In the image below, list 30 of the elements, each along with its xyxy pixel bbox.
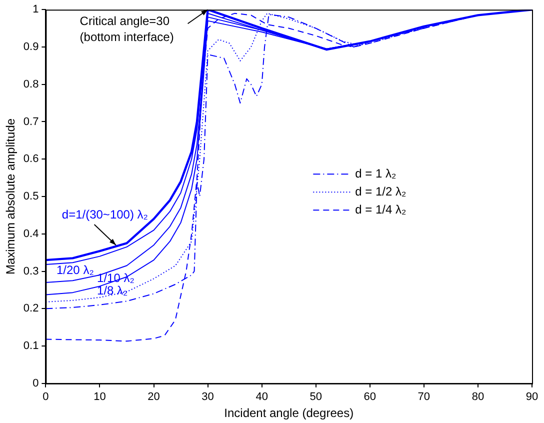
y-tick-label: 0.8 [23, 78, 39, 90]
x-tick-label: 60 [364, 391, 376, 404]
legend-label: d = 1/4 λ₂ [355, 202, 407, 216]
x-tick-label: 30 [202, 391, 214, 404]
annotation: Critical angle=30 (bottom interface) [80, 14, 174, 44]
x-tick-label: 90 [526, 391, 538, 404]
x-tick-label: 80 [472, 391, 484, 404]
series-label: 1/20 λ₂ [56, 262, 94, 277]
y-tick-label: 0.3 [23, 265, 39, 278]
series-label: d=1/(30~100) λ₂ [62, 208, 148, 222]
x-tick-label: 10 [94, 391, 106, 404]
x-tick-label: 50 [310, 391, 322, 404]
y-tick-label: 0.1 [23, 340, 39, 352]
y-tick-label: 0.7 [23, 116, 39, 128]
y-tick-label: 0 [32, 377, 39, 390]
y-tick-label: 0.4 [23, 228, 39, 240]
x-axis-title: Incident angle (degrees) [224, 406, 354, 420]
legend-label: d = 1 λ₂ [355, 166, 397, 180]
y-tick-label: 0.6 [23, 153, 39, 166]
x-tick-label: 40 [256, 391, 268, 404]
y-tick-label: 1 [32, 4, 39, 16]
x-tick-label: 70 [418, 391, 430, 404]
y-axis-title: Maximum absolute amplitude [4, 118, 18, 275]
y-tick-label: 0.9 [23, 41, 39, 54]
y-tick-label: 0.5 [23, 190, 39, 203]
y-tick-label: 0.2 [23, 302, 39, 315]
legend-label: d = 1/2 λ₂ [355, 184, 407, 198]
x-tick-label: 20 [148, 391, 160, 404]
series-label: 1/8 λ₂ [97, 283, 128, 298]
x-tick-label: 0 [42, 391, 49, 404]
